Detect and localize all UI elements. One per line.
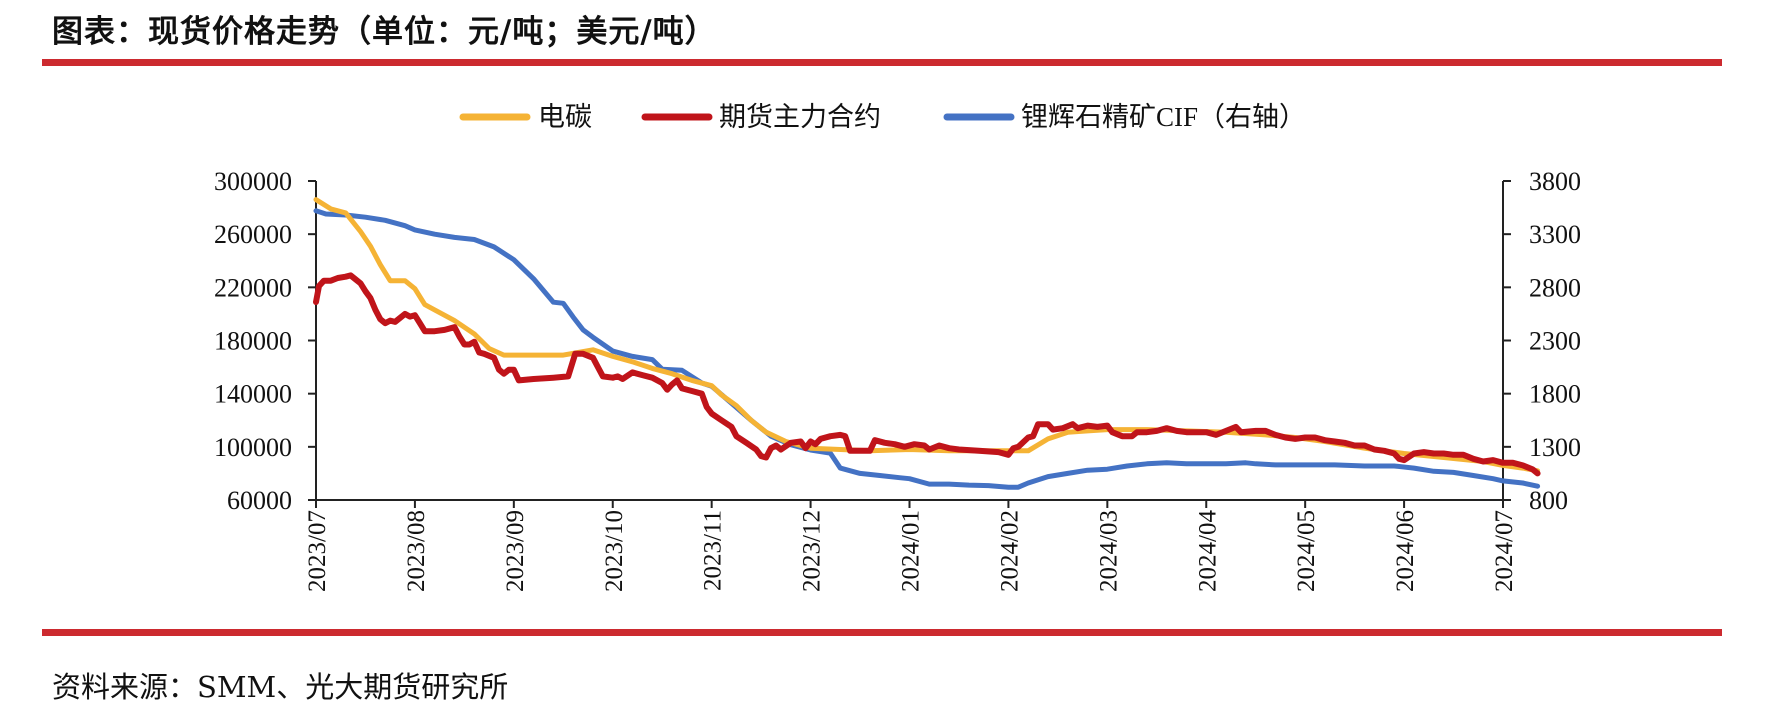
y-left-tick-label: 220000 bbox=[214, 273, 292, 302]
y-left-tick-label: 300000 bbox=[214, 167, 292, 196]
bottom-divider bbox=[42, 629, 1722, 636]
x-tick-label: 2024/02 bbox=[996, 510, 1023, 592]
y-right-tick-label: 3300 bbox=[1529, 220, 1581, 249]
series-line-0 bbox=[313, 197, 1541, 474]
x-tick-label: 2023/10 bbox=[601, 510, 628, 592]
y-left-tick-label: 180000 bbox=[214, 327, 292, 356]
y-right-tick-label: 1300 bbox=[1529, 433, 1581, 462]
y-right-tick-label: 2300 bbox=[1529, 327, 1581, 356]
top-divider bbox=[42, 59, 1722, 66]
x-tick-label: 2023/11 bbox=[700, 510, 727, 591]
y-right-tick-label: 2800 bbox=[1529, 273, 1581, 302]
x-tick-label: 2023/08 bbox=[403, 510, 430, 592]
x-tick-label: 2024/06 bbox=[1392, 510, 1419, 592]
y-right-tick-label: 800 bbox=[1529, 486, 1568, 515]
y-left-tick-label: 60000 bbox=[227, 486, 292, 515]
legend-label-2: 锂辉石精矿CIF（右轴） bbox=[1021, 102, 1306, 132]
y-right-tick-label: 1800 bbox=[1529, 380, 1581, 409]
chart-legend: 电碳 期货主力合约 锂辉石精矿CIF（右轴） bbox=[459, 102, 1306, 132]
chart-axes: 300000 260000 220000 180000 140000 100000 6000… bbox=[214, 167, 1581, 592]
y-left-tick-label: 100000 bbox=[214, 433, 292, 462]
series-line-1 bbox=[313, 272, 1541, 477]
x-tick-label: 2024/04 bbox=[1194, 510, 1221, 592]
x-tick-label: 2023/09 bbox=[502, 510, 529, 592]
y-left-tick-label: 260000 bbox=[214, 220, 292, 249]
y-left-tick-label: 140000 bbox=[214, 380, 292, 409]
plot-area bbox=[313, 197, 1541, 490]
x-tick-label: 2024/03 bbox=[1095, 510, 1122, 592]
legend-label-1: 期货主力合约 bbox=[719, 102, 881, 132]
chart-title: 图表：现货价格走势（单位：元/吨；美元/吨） bbox=[52, 14, 717, 50]
x-tick-label: 2024/05 bbox=[1293, 510, 1320, 592]
source-note: 资料来源：SMM、光大期货研究所 bbox=[52, 670, 509, 704]
series-line-2 bbox=[313, 208, 1541, 490]
x-tick-label: 2023/12 bbox=[799, 510, 826, 592]
x-tick-label: 2024/01 bbox=[898, 510, 925, 592]
x-tick-label: 2023/07 bbox=[304, 510, 331, 592]
x-tick-label: 2024/07 bbox=[1491, 510, 1518, 592]
legend-label-0: 电碳 bbox=[538, 102, 592, 132]
y-right-tick-label: 3800 bbox=[1529, 167, 1581, 196]
